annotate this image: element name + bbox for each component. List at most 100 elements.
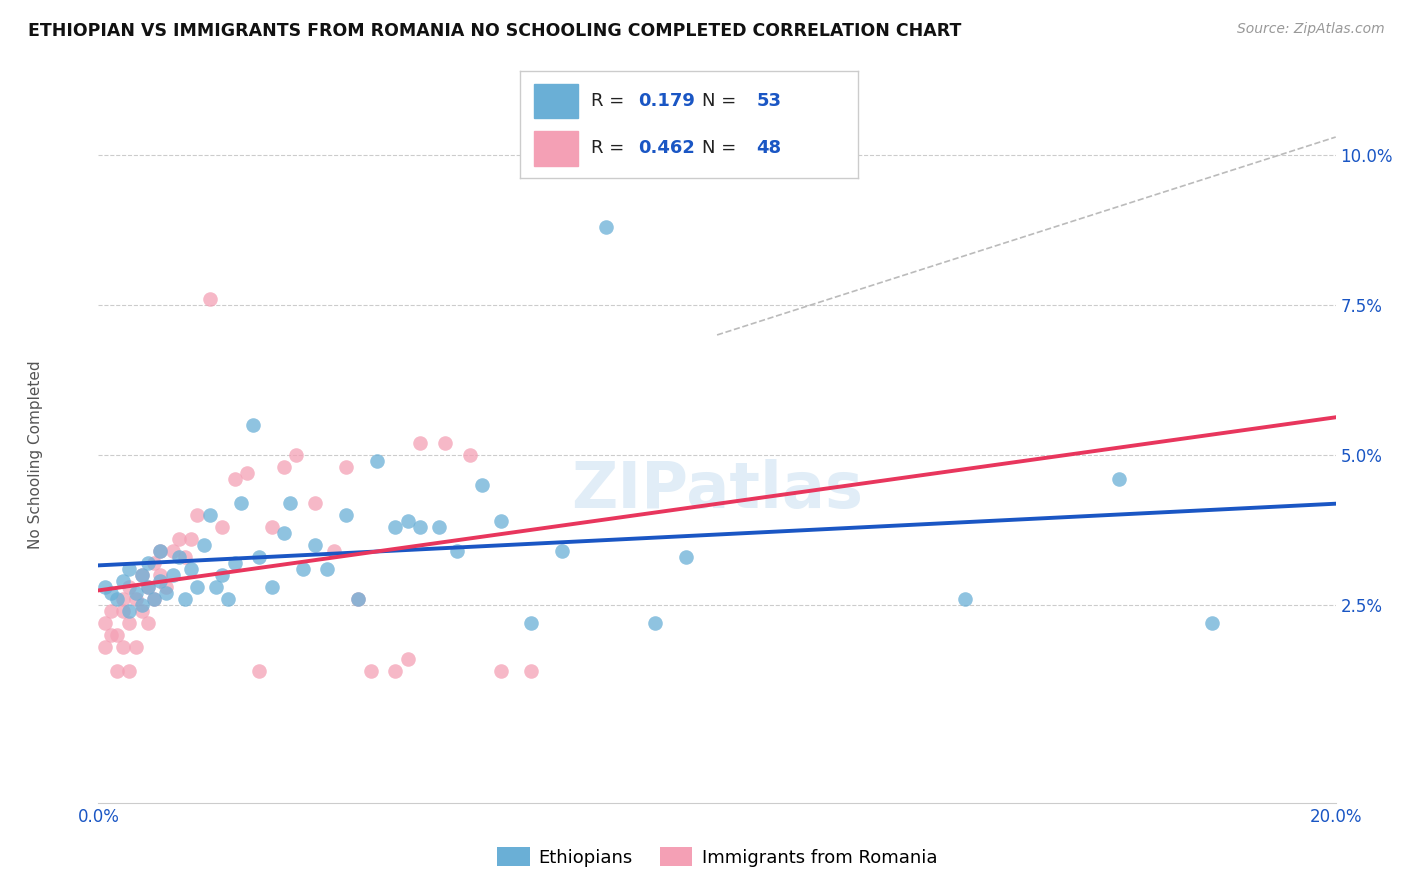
Point (112, 640, 135, 654)
Point (124, 586, 146, 600)
Point (131, 567, 153, 582)
Point (427, 520, 450, 534)
Point (105, 664, 128, 678)
Point (595, 219, 617, 234)
Point (396, 514, 419, 528)
Point (180, 532, 202, 546)
Point (335, 459, 357, 474)
Point (186, 508, 208, 522)
Point (409, 436, 432, 450)
Point (198, 292, 221, 306)
Point (105, 591, 128, 606)
Point (143, 591, 166, 606)
Point (953, 591, 976, 606)
Point (520, 664, 543, 678)
Point (162, 567, 184, 582)
Point (180, 562, 202, 576)
Point (162, 544, 184, 558)
Text: 53: 53 (756, 93, 782, 111)
Point (260, 580, 283, 594)
Point (322, 544, 344, 558)
Point (167, 549, 190, 564)
Point (396, 652, 419, 666)
Point (644, 615, 666, 630)
Point (409, 520, 432, 534)
Point (143, 591, 166, 606)
Text: ZIPatlas: ZIPatlas (571, 458, 863, 521)
Point (224, 472, 246, 486)
Text: N =: N = (703, 93, 742, 111)
Point (131, 567, 153, 582)
Point (489, 664, 512, 678)
Point (118, 562, 141, 576)
Point (520, 615, 543, 630)
Point (316, 562, 339, 576)
Point (100, 628, 122, 642)
Point (278, 496, 301, 510)
Point (149, 567, 172, 582)
Point (149, 574, 172, 588)
Point (211, 520, 233, 534)
Point (446, 544, 468, 558)
Point (93, 640, 115, 654)
Point (291, 562, 314, 576)
Point (93, 615, 115, 630)
Point (551, 544, 574, 558)
Text: No Schooling Completed: No Schooling Completed (28, 360, 42, 549)
Text: 0.179: 0.179 (638, 93, 695, 111)
Point (155, 580, 177, 594)
Point (205, 580, 228, 594)
Text: R =: R = (591, 139, 630, 157)
Bar (534, 84, 578, 119)
Point (229, 496, 252, 510)
Point (285, 448, 308, 462)
Point (347, 591, 370, 606)
Point (167, 532, 190, 546)
Text: ETHIOPIAN VS IMMIGRANTS FROM ROMANIA NO SCHOOLING COMPLETED CORRELATION CHART: ETHIOPIAN VS IMMIGRANTS FROM ROMANIA NO … (28, 22, 962, 40)
Point (124, 591, 146, 606)
Point (211, 567, 233, 582)
Point (124, 640, 146, 654)
Point (149, 544, 172, 558)
Point (1108, 472, 1130, 486)
Point (273, 525, 295, 540)
Text: 48: 48 (756, 139, 782, 157)
Point (118, 664, 141, 678)
Point (489, 514, 512, 528)
Point (242, 417, 264, 432)
Point (304, 538, 326, 552)
Point (118, 615, 141, 630)
Point (471, 478, 494, 492)
Point (347, 591, 370, 606)
Point (247, 549, 270, 564)
Point (433, 436, 456, 450)
Point (366, 454, 388, 468)
Point (112, 591, 135, 606)
Point (186, 580, 208, 594)
Point (118, 604, 141, 618)
Point (174, 591, 197, 606)
Point (136, 556, 159, 570)
Text: 0.462: 0.462 (638, 139, 695, 157)
Text: R =: R = (591, 93, 630, 111)
Point (93, 580, 115, 594)
Point (217, 591, 239, 606)
Point (360, 664, 382, 678)
Point (247, 664, 270, 678)
Point (118, 580, 141, 594)
Point (149, 544, 172, 558)
Point (136, 580, 159, 594)
Point (100, 586, 122, 600)
Point (193, 538, 215, 552)
Point (131, 604, 153, 618)
Legend: Ethiopians, Immigrants from Romania: Ethiopians, Immigrants from Romania (489, 840, 945, 874)
Text: Source: ZipAtlas.com: Source: ZipAtlas.com (1237, 22, 1385, 37)
Point (112, 604, 135, 618)
Point (458, 448, 481, 462)
Point (273, 459, 295, 474)
Point (112, 574, 135, 588)
Point (675, 549, 697, 564)
Point (198, 508, 221, 522)
Point (100, 604, 122, 618)
Point (384, 520, 406, 534)
